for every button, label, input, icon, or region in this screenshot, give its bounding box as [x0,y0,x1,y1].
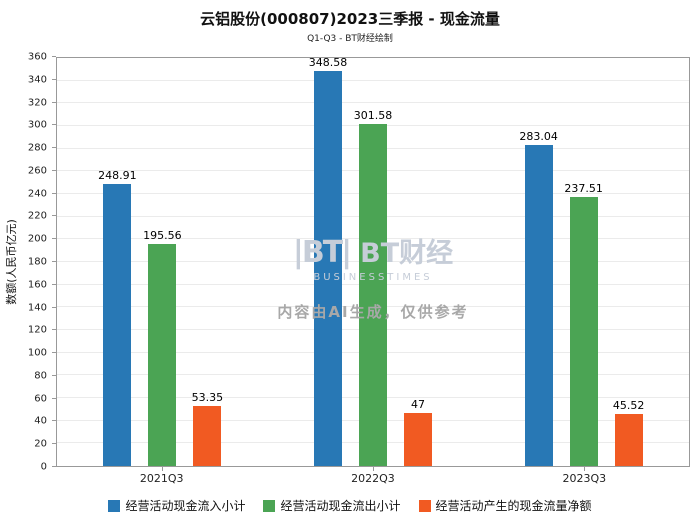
bar: 53.35 [192,391,223,466]
y-tick-mark [52,169,56,171]
y-tick-mark [52,306,56,308]
y-tick-label: 160 [27,279,47,291]
bar-group: 248.91 195.56 53.35 [57,58,268,466]
x-axis-category-label: 2023Q3 [562,472,607,485]
y-tick-mark [52,215,56,217]
bar: 301.58 [354,109,392,466]
y-tick-mark [52,124,56,126]
y-tick-label: 280 [27,142,47,154]
y-tick-label: 0 [40,461,47,473]
legend-label: 经营活动现金流出小计 [280,499,401,513]
bar: 47 [403,398,432,466]
gridline [57,102,689,104]
legend-swatch [108,499,121,512]
bar-value-label: 283.04 [519,130,558,144]
y-tick-label: 60 [34,393,47,405]
bar-value-label: 53.35 [191,390,224,404]
y-tick-mark [52,283,56,285]
y-tick-mark [52,261,56,262]
y-tick-label: 180 [27,256,47,268]
legend-swatch [418,499,431,512]
bar: 237.51 [564,182,603,466]
x-axis-labels: 2021Q3 2022Q3 2023Q3 [56,472,690,485]
bar: 348.58 [309,56,347,466]
y-tick-mark [52,56,56,57]
chart-title: 云铝股份(000807)2023三季报 - 现金流量 [200,10,500,28]
legend-item: 经营活动现金流出小计 [263,497,401,514]
legend-swatch [263,499,276,512]
y-tick-mark [52,374,56,376]
bar-value-label: 348.58 [308,55,348,69]
chart-subtitle: Q1-Q3 - BT财经绘制 [307,34,393,44]
bar-value-label: 248.91 [98,168,137,182]
y-tick-label: 220 [27,210,47,222]
y-tick-mark [52,101,56,103]
y-tick-label: 20 [34,438,47,450]
bar-group: 283.04 237.51 45.52 [478,58,689,466]
legend-item: 经营活动现金流入小计 [108,497,245,514]
y-tick-label: 80 [34,370,47,382]
bar: 195.56 [143,229,182,466]
bar: 45.52 [613,399,644,466]
y-tick-mark [52,329,56,331]
bar-value-label: 47 [410,397,425,411]
y-tick-label: 300 [27,119,47,131]
y-tick-label: 260 [27,165,47,177]
y-tick-mark [52,420,56,422]
y-tick-label: 360 [27,51,47,63]
gridline [57,79,689,81]
bar-value-label: 45.52 [612,399,645,413]
bar-value-label: 237.51 [564,181,603,195]
x-axis-category-label: 2022Q3 [351,472,395,485]
bar-value-label: 301.58 [353,109,393,123]
y-tick-mark [52,238,56,240]
y-tick-mark [52,192,56,194]
y-tick-label: 140 [27,302,47,314]
y-tick-label: 40 [34,415,47,427]
y-tick-label: 320 [27,97,47,109]
y-tick-mark [52,352,56,354]
legend-label: 经营活动现金流入小计 [125,499,246,513]
bar-group: 348.58 301.58 47 [268,56,479,466]
bar: 283.04 [519,130,558,466]
y-tick-label: 340 [27,74,47,86]
y-tick-mark [52,147,56,149]
y-tick-mark [52,443,56,445]
y-tick-label: 240 [27,188,47,200]
y-tick-label: 120 [27,324,47,336]
legend-item: 经营活动产生的现金流量净额 [418,497,592,514]
plot-area: 248.91 195.56 53.35 348.58 301.58 47 283.04 237… [56,56,690,467]
y-tick-mark [52,397,56,399]
y-tick-mark [52,466,56,467]
y-tick-mark [52,78,56,80]
x-axis-tick-marks [56,467,690,471]
y-axis-ticks: 0 20 40 60 80 100 120 140 160 180 200 220 240 260 280 3… [0,52,56,473]
x-tick-mark [373,467,374,471]
y-tick-label: 100 [27,347,47,359]
x-tick-mark [161,467,163,471]
x-tick-mark [584,467,586,471]
x-axis-category-label: 2021Q3 [139,472,184,485]
legend-label: 经营活动产生的现金流量净额 [435,499,592,513]
bar: 248.91 [98,169,137,466]
y-tick-label: 200 [27,233,47,245]
bar-value-label: 195.56 [143,229,182,243]
legend: 经营活动现金流入小计 经营活动现金流出小计 经营活动产生的现金流量净额 [0,497,700,514]
